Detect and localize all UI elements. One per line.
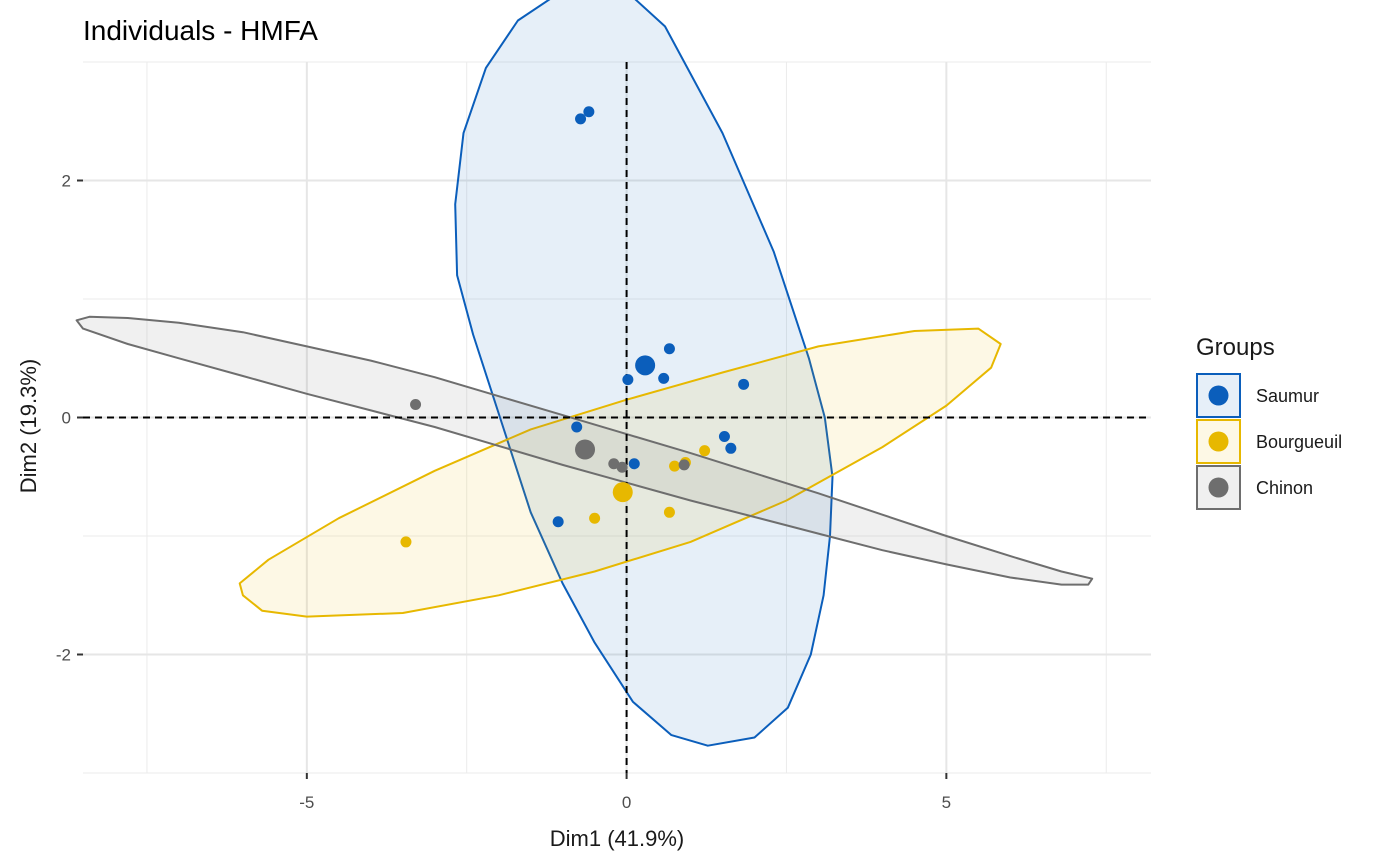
legend-label-saumur: Saumur xyxy=(1256,386,1319,406)
y-axis-title: Dim2 (19.3%) xyxy=(16,359,41,493)
legend-marker-saumur xyxy=(1208,385,1229,406)
point-saumur xyxy=(583,106,595,118)
point-saumur xyxy=(718,430,730,442)
point-saumur xyxy=(738,378,750,390)
point-bourgueuil xyxy=(669,460,681,472)
centroid-chinon xyxy=(575,439,596,460)
point-saumur xyxy=(552,516,564,528)
point-saumur xyxy=(571,421,583,433)
chart-title: Individuals - HMFA xyxy=(83,15,318,46)
point-chinon xyxy=(616,461,628,473)
point-saumur xyxy=(725,442,737,454)
point-bourgueuil xyxy=(589,512,601,524)
reference-lines xyxy=(83,62,1151,773)
centroid-bourgueuil xyxy=(612,482,633,503)
point-chinon xyxy=(410,398,422,410)
y-tick-label: 0 xyxy=(62,409,71,428)
point-bourgueuil xyxy=(663,506,675,518)
point-saumur xyxy=(628,458,640,470)
data-points xyxy=(400,106,750,548)
y-tick-label: 2 xyxy=(62,172,71,191)
x-axis: -5 0 5 xyxy=(299,773,951,812)
ellipse-bourgueuil xyxy=(238,327,1002,618)
legend-marker-bourgueuil xyxy=(1208,431,1229,452)
point-saumur xyxy=(663,343,675,355)
legend-title: Groups xyxy=(1196,334,1275,361)
legend: Groups Saumur Bourgueuil Chinon xyxy=(1196,334,1342,510)
x-tick-label: -5 xyxy=(299,793,314,812)
y-axis: -2 0 2 xyxy=(56,172,83,665)
x-tick-label: 0 xyxy=(622,793,631,812)
legend-label-chinon: Chinon xyxy=(1256,478,1313,498)
point-saumur xyxy=(575,113,587,125)
point-saumur xyxy=(658,372,670,384)
point-bourgueuil xyxy=(699,445,711,457)
y-tick-label: -2 xyxy=(56,646,71,665)
x-tick-label: 5 xyxy=(942,793,951,812)
x-axis-title: Dim1 (41.9%) xyxy=(550,826,684,851)
point-chinon xyxy=(608,458,620,470)
centroid-saumur xyxy=(635,355,656,376)
point-chinon xyxy=(678,459,690,471)
point-saumur xyxy=(622,374,634,386)
legend-label-bourgueuil: Bourgueuil xyxy=(1256,432,1342,452)
point-bourgueuil xyxy=(400,536,412,548)
legend-marker-chinon xyxy=(1208,477,1229,498)
